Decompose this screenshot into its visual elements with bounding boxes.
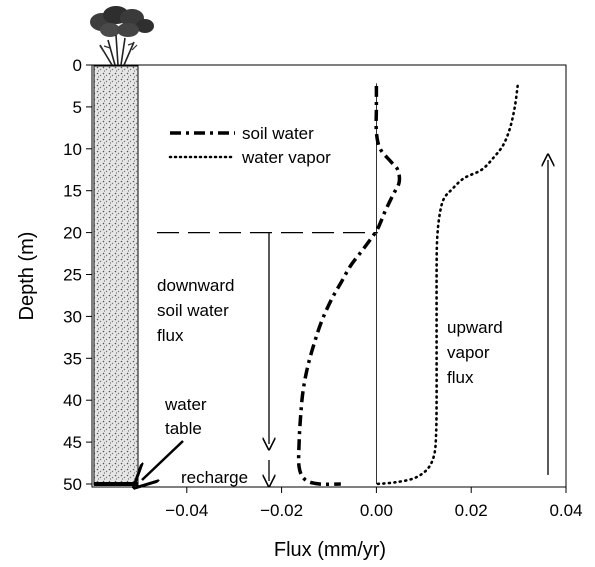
y-tick-label: 25 (63, 266, 82, 285)
y-axis-title: Depth (m) (16, 232, 38, 321)
legend-label-soil-water: soil water (242, 124, 314, 143)
series-line-soil-water (296, 85, 402, 487)
x-tick-label: −0.04 (165, 501, 208, 520)
plant-icon (90, 6, 154, 66)
annotation-water-table-line2: table (165, 419, 202, 438)
series-layer (296, 84, 519, 487)
y-tick-label: 45 (63, 433, 82, 452)
x-tick-label: 0.04 (549, 501, 582, 520)
y-tick-label: 40 (63, 391, 82, 410)
y-tick-label: 0 (73, 56, 82, 75)
legend: soil water water vapor (168, 124, 331, 167)
x-tick-label: 0.02 (455, 501, 488, 520)
annotation-upward-line3: flux (447, 368, 474, 387)
x-axis-ticks: −0.04 −0.02 0.00 0.02 0.04 (165, 487, 583, 520)
y-tick-label: 50 (63, 475, 82, 494)
y-tick-label: 30 (63, 307, 82, 326)
y-tick-label: 10 (63, 140, 82, 159)
x-tick-label: 0.00 (360, 501, 393, 520)
y-tick-label: 15 (63, 182, 82, 201)
x-tick-label: −0.02 (260, 501, 303, 520)
plot-frame (91, 64, 567, 488)
y-tick-label: 20 (63, 224, 82, 243)
x-axis-title: Flux (mm/yr) (274, 539, 386, 561)
y-tick-label: 5 (73, 98, 82, 117)
y-axis-ticks: 0 5 10 15 20 25 30 35 40 45 50 (63, 56, 92, 494)
soil-column (93, 65, 139, 486)
series-line-water-vapor (375, 84, 519, 486)
annotation-upward-line1: upward (447, 318, 503, 337)
annotation-recharge: recharge (181, 468, 248, 487)
annotation-downward-line3: flux (157, 326, 184, 345)
annotation-downward-line1: downward (157, 276, 235, 295)
water-table-pointer-arrow (142, 440, 184, 480)
y-tick-label: 35 (63, 349, 82, 368)
annotation-water-table-line1: water (164, 395, 207, 414)
annotation-upward-line2: vapor (447, 343, 490, 362)
legend-label-water-vapor: water vapor (241, 148, 331, 167)
annotation-downward-line2: soil water (157, 301, 229, 320)
